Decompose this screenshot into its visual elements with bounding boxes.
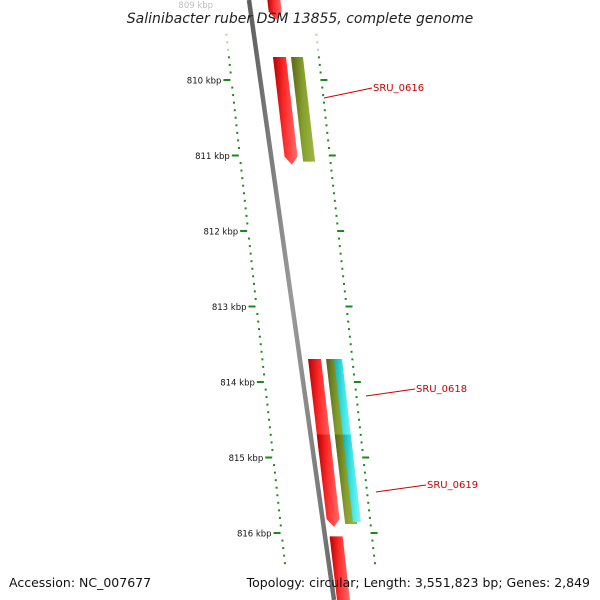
cds-olive-SRU_0616 bbox=[290, 57, 316, 162]
scale-label: 810 kbp bbox=[187, 77, 222, 87]
cds-arrow-partial bbox=[267, 0, 282, 20]
scale-label: 816 kbp bbox=[237, 530, 272, 540]
cds-arrow-partial bbox=[329, 536, 350, 600]
genome-backbone-line bbox=[246, 0, 337, 600]
scale-label: 812 kbp bbox=[204, 228, 239, 238]
gene-leader-line bbox=[375, 484, 427, 493]
backbone bbox=[246, 0, 337, 600]
accession-text: Accession: NC_007677 bbox=[9, 575, 151, 590]
gene-label-sru_0618[interactable]: SRU_0618 bbox=[416, 384, 467, 395]
map-title: Salinibacter ruber DSM 13855, complete g… bbox=[127, 11, 473, 27]
scale-label: 813 kbp bbox=[212, 303, 247, 313]
genome-summary-text: Topology: circular; Length: 3,551,823 bp… bbox=[246, 575, 590, 590]
scale-label: 815 kbp bbox=[229, 454, 264, 464]
cds-arrow-SRU_0619 bbox=[316, 434, 340, 527]
gene-label-sru_0619[interactable]: SRU_0619 bbox=[427, 480, 478, 491]
scale-label: 811 kbp bbox=[195, 152, 230, 162]
gene-label-sru_0616[interactable]: SRU_0616 bbox=[373, 83, 424, 94]
features bbox=[267, 0, 361, 600]
tick-marks bbox=[223, 33, 378, 565]
gene-labels: SRU_0616 SRU_0618 SRU_0619 bbox=[323, 83, 478, 493]
cds-arrow-SRU_0616 bbox=[272, 57, 298, 165]
cds-cyan-SRU_0618 bbox=[334, 359, 354, 458]
gene-leader-line bbox=[365, 388, 416, 397]
scale-label: 809 kbp bbox=[178, 1, 213, 11]
scale-labels: 809 kbp 810 kbp 811 kbp 812 kbp 813 kbp 814 k… bbox=[178, 1, 271, 540]
scale-label: 814 kbp bbox=[220, 379, 255, 389]
gene-leader-line bbox=[323, 87, 373, 99]
cds-cyan-SRU_0619 bbox=[342, 434, 361, 522]
